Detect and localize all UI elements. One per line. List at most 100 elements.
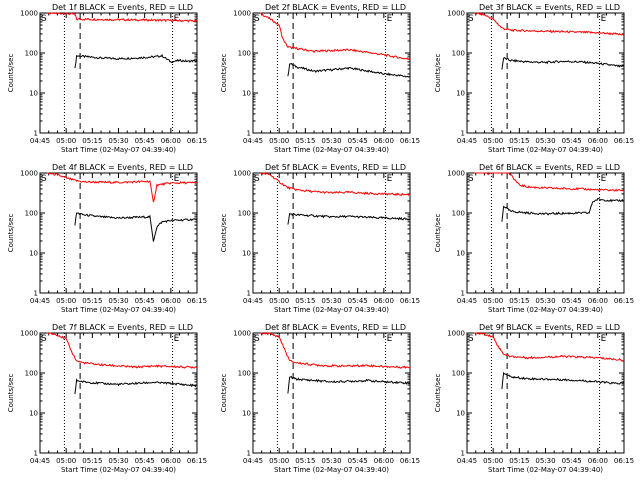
series-line-lld [260,12,411,61]
series-line-lld [259,332,411,369]
x-tick-label: 06:00 [374,137,394,145]
end-marker: E [387,14,393,24]
x-tick-label: 05:30 [108,457,128,465]
x-axis-label: Start Time (02-May-07 04:39:40) [488,146,603,154]
chart-title: Det 2f BLACK = Events, RED = LLD [265,3,406,12]
chart-title: Det 8f BLACK = Events, RED = LLD [265,323,406,332]
y-tick-label: 1000 [233,330,251,338]
x-tick-label: 06:00 [588,457,608,465]
x-tick-label: 06:00 [588,137,608,145]
chart-title: Det 6f BLACK = Events, RED = LLD [479,163,620,172]
x-tick-label: 05:00 [56,137,76,145]
x-tick-label: 04:45 [30,137,50,145]
y-tick-label: 1000 [233,10,251,18]
end-marker: E [174,14,180,24]
end-marker: E [601,174,607,184]
y-tick-label: 1 [461,290,465,298]
y-axis-label: Counts/sec [434,214,442,253]
x-tick-label: 05:00 [269,137,289,145]
y-tick-label: 1 [247,130,251,138]
y-tick-label: 1000 [20,330,38,338]
series-line-lld [47,332,198,369]
x-tick-label: 05:45 [348,297,368,305]
series-line-lld [473,12,625,36]
start-marker: S [468,14,474,24]
x-tick-label: 05:00 [56,297,76,305]
plot-frame [252,332,411,454]
end-marker: E [174,334,180,344]
y-axis-label: Counts/sec [220,54,228,93]
chart-title: Det 4f BLACK = Events, RED = LLD [52,163,193,172]
y-tick-label: 1 [247,450,251,458]
y-tick-label: 1000 [447,10,465,18]
y-axis-label: Counts/sec [434,54,442,93]
x-tick-label: 05:30 [535,137,555,145]
plot-frame [39,332,198,454]
chart-panel-1: Det 1f BLACK = Events, RED = LLD Counts/s… [7,3,207,154]
x-tick-label: 05:00 [269,297,289,305]
x-axis-label: Start Time (02-May-07 04:39:40) [61,466,176,474]
x-tick-label: 05:45 [348,457,368,465]
start-marker: S [468,174,474,184]
y-tick-label: 10 [29,250,38,258]
chart-panel-9: Det 9f BLACK = Events, RED = LLD Counts/s… [434,323,634,474]
x-tick-label: 06:00 [161,297,181,305]
x-tick-label: 05:00 [483,297,503,305]
x-tick-label: 04:45 [30,457,50,465]
y-tick-label: 100 [452,210,465,218]
chart-panel-2: Det 2f BLACK = Events, RED = LLD Counts/s… [220,3,420,154]
x-tick-label: 05:30 [321,457,341,465]
x-tick-label: 05:30 [108,297,128,305]
chart-title: Det 5f BLACK = Events, RED = LLD [265,163,406,172]
plot-frame [252,12,411,134]
x-tick-label: 04:45 [243,137,263,145]
start-marker: S [468,334,474,344]
x-tick-label: 06:00 [588,297,608,305]
x-tick-label: 06:15 [614,297,634,305]
y-tick-label: 10 [29,410,38,418]
series-line-events [287,62,411,78]
y-axis-label: Counts/sec [220,374,228,413]
x-tick-label: 06:15 [187,137,207,145]
plot-frame [252,172,411,294]
x-tick-label: 05:45 [135,297,155,305]
y-tick-label: 10 [242,250,251,258]
x-tick-label: 05:15 [295,457,315,465]
y-tick-label: 1000 [20,10,38,18]
plot-frame [39,12,198,134]
y-tick-label: 100 [238,210,251,218]
series-line-events [287,376,411,394]
chart-panel-4: Det 4f BLACK = Events, RED = LLD Counts/s… [7,163,207,314]
y-tick-label: 100 [452,370,465,378]
x-tick-label: 05:00 [56,457,76,465]
x-tick-label: 05:00 [483,457,503,465]
start-marker: S [254,334,260,344]
start-marker: S [254,14,260,24]
x-tick-label: 04:45 [30,297,50,305]
x-axis-label: Start Time (02-May-07 04:39:40) [488,306,603,314]
chart-panel-5: Det 5f BLACK = Events, RED = LLD Counts/s… [220,163,420,314]
y-axis-label: Counts/sec [7,374,15,413]
x-tick-label: 04:45 [243,297,263,305]
plot-frame [466,172,625,294]
x-tick-label: 04:45 [243,457,263,465]
x-tick-label: 05:00 [269,457,289,465]
chart-title: Det 3f BLACK = Events, RED = LLD [479,3,620,12]
y-tick-label: 1 [34,450,38,458]
x-axis-label: Start Time (02-May-07 04:39:40) [274,146,389,154]
series-line-lld [46,12,198,23]
y-tick-label: 1000 [447,170,465,178]
y-tick-label: 1000 [447,330,465,338]
x-tick-label: 06:15 [400,137,420,145]
y-tick-label: 100 [452,50,465,58]
x-tick-label: 06:15 [400,457,420,465]
x-tick-label: 05:15 [295,137,315,145]
series-line-events [74,212,198,242]
x-tick-label: 05:15 [509,457,529,465]
x-axis-label: Start Time (02-May-07 04:39:40) [61,306,176,314]
x-axis-label: Start Time (02-May-07 04:39:40) [61,146,176,154]
end-marker: E [387,334,393,344]
x-tick-label: 06:00 [374,457,394,465]
chart-panel-8: Det 8f BLACK = Events, RED = LLD Counts/s… [220,323,420,474]
